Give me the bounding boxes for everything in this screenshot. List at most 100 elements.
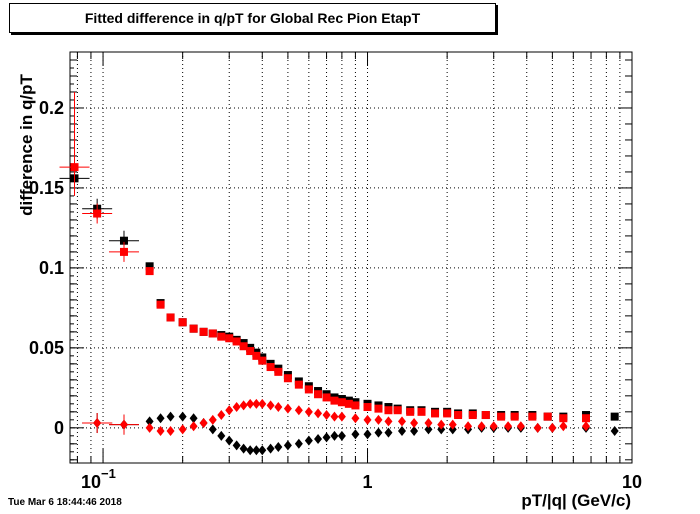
y-tick-label: 0.15 [29,178,64,198]
data-point [314,390,323,399]
data-point [294,380,303,389]
data-point [258,445,267,456]
data-point [351,413,360,424]
data-point [119,419,128,430]
data-point [166,426,175,437]
data-point [232,440,241,451]
timestamp: Tue Mar 6 18:44:46 2018 [8,497,122,508]
data-point [145,422,154,433]
data-point [93,418,102,429]
data-point [489,421,498,432]
data-point [374,404,383,413]
title-box: Fitted difference in q/pT for Global Rec… [9,3,496,33]
data-point [274,367,283,376]
data-point [497,412,506,421]
data-point [374,414,383,425]
data-point [406,407,415,416]
data-point [266,443,275,454]
data-point [246,398,255,409]
data-point [166,313,175,322]
data-point [559,421,568,432]
data-point [477,421,486,432]
data-point [266,400,275,411]
data-point [283,403,292,414]
data-point [304,406,313,417]
data-point [351,401,360,410]
data-point [314,434,323,445]
data-point [156,300,165,309]
data-point [283,440,292,451]
data-point [448,419,457,430]
data-point [246,445,255,456]
data-point [437,419,446,430]
data-point [384,416,393,427]
y-axis-label: difference in q/pT [17,74,36,216]
data-point [330,430,339,441]
data-point [322,432,331,443]
data-point [283,374,292,383]
x-tick-label: 10 [81,472,101,492]
data-point [533,422,542,433]
data-point [397,416,406,427]
data-point [481,411,490,420]
data-point [225,435,234,446]
x-tick-label: 10 [622,472,642,492]
data-point [208,424,217,435]
data-point [246,347,255,356]
series-1 [59,157,591,423]
data-point [178,411,187,422]
data-point [239,342,248,351]
chart-title: Fitted difference in q/pT for Global Rec… [84,10,421,26]
data-point [208,414,217,425]
y-tick-label: 0.1 [39,258,64,278]
grid-layer [70,52,632,463]
data-point [208,329,217,338]
data-point [294,438,303,449]
data-point [258,398,267,409]
series-0 [59,168,619,421]
data-point [322,410,331,421]
tick-labels: 00.050.10.150.210 −1 1 10 [29,98,642,492]
data-point [252,445,261,456]
data-point [239,443,248,454]
data-point [199,327,208,336]
data-point [443,409,452,418]
data-point [374,427,383,438]
y-tick-label: 0 [54,418,64,438]
data-point [397,426,406,437]
data-point [178,424,187,435]
data-point [274,402,283,413]
data-point [217,332,226,341]
data-point [322,393,331,402]
data-point [337,411,346,422]
plot-frame [69,51,633,464]
data-point [528,412,537,421]
data-point [431,409,440,418]
data-point [294,405,303,416]
x-axis-label: pT/|q| (GeV/c) [521,491,631,510]
data-point [454,411,463,420]
data-point [119,236,128,245]
data-point [178,318,187,327]
data-point [363,414,372,425]
data-point [337,430,346,441]
data-point [504,421,513,432]
data-point [393,406,402,415]
x-tick-label-exponent: −1 [101,466,116,481]
data-point [93,209,102,218]
data-point [304,385,313,394]
data-point [252,351,261,360]
y-tick-label: 0.2 [39,98,64,118]
data-point [384,427,393,438]
data-point [225,405,234,416]
y-tick-label: 0.05 [29,338,64,358]
data-point [582,421,591,432]
data-point [304,435,313,446]
data-point [417,407,426,416]
data-point [344,399,353,408]
data-point [199,418,208,429]
x-tick-label: 1 [363,472,373,492]
data-point [189,413,198,424]
data-point [189,421,198,432]
data-point [559,414,568,423]
